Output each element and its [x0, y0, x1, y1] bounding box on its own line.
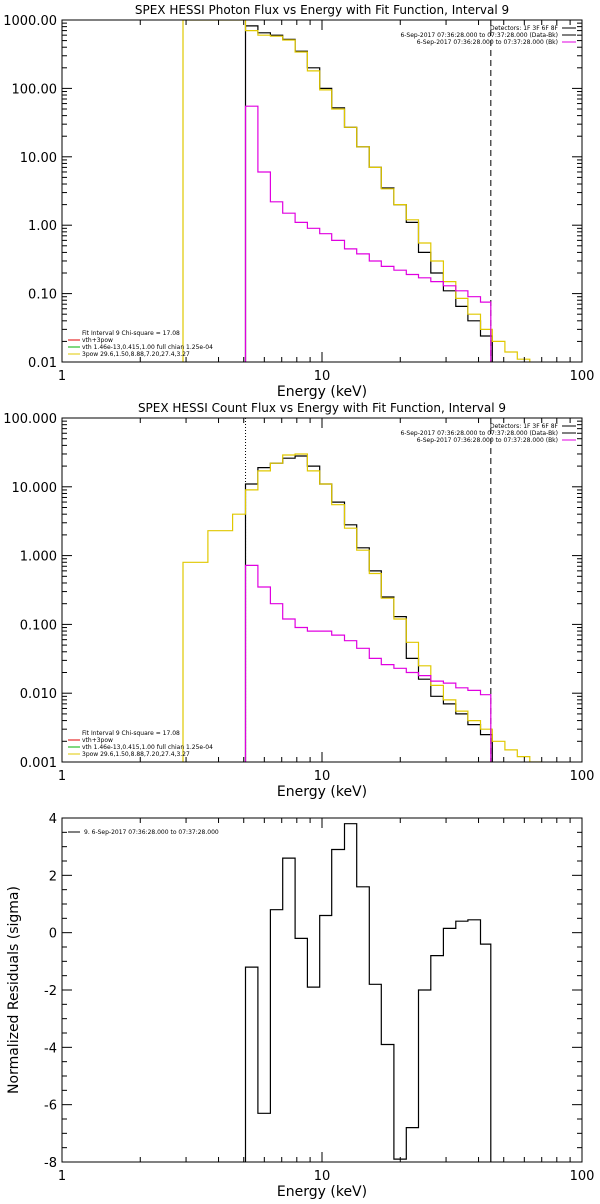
- series-group: [244, 823, 492, 1162]
- legend-entry: 6-Sep-2017 07:36:28.000 to 07:37:28.000 …: [417, 39, 558, 46]
- series-line-1: [244, 823, 492, 1162]
- y-tick-label: 0.001: [20, 756, 57, 771]
- x-tick-label: 10: [314, 369, 331, 384]
- y-tick-label: 0.01: [28, 356, 57, 371]
- y-tick-label: 100.000: [3, 412, 57, 427]
- x-axis-label: Energy (keV): [277, 1184, 367, 1200]
- plot-frame: [61, 817, 583, 1163]
- legend-entry: 3pow 29.6,1.50,8.88,7.20,27.4,3.27: [82, 751, 190, 758]
- chart-title: SPEX HESSI Photon Flux vs Energy with Fi…: [135, 3, 509, 17]
- y-tick-label: -4: [44, 1041, 57, 1056]
- x-axis-label: Energy (keV): [277, 384, 367, 400]
- plot-frame: [61, 19, 583, 363]
- series-group: [182, 20, 531, 362]
- legend-entry: vth+3pow: [82, 337, 113, 344]
- y-tick-label: 0.10: [28, 288, 57, 303]
- legend-entry: vth 1.46e-13,0.415,1.00 full chian 1.25e…: [82, 344, 213, 351]
- series-line-1: [244, 25, 493, 362]
- legend-entry: Fit Interval 9 Chi-square = 17.08: [82, 730, 180, 737]
- legend-entry: Fit Interval 9 Chi-square = 17.08: [82, 330, 180, 337]
- chart-panel-2: SPEX HESSI Count Flux vs Energy with Fit…: [3, 401, 594, 800]
- legend-entry: Detectors: 1F 3F 6F 8F: [490, 423, 559, 430]
- x-tick-label: 1: [58, 769, 66, 784]
- y-tick-label: 0.100: [20, 618, 57, 633]
- series-line-2: [182, 20, 531, 362]
- y-tick-label: -8: [44, 1156, 57, 1171]
- y-tick-label: 0.010: [20, 687, 57, 702]
- legend-entry: 6-Sep-2017 07:36:28.000 to 07:37:28.000 …: [417, 437, 558, 444]
- legend-entry: 6-Sep-2017 07:36:28.000 to 07:37:28.000 …: [400, 430, 558, 437]
- y-tick-label: 10.00: [20, 151, 57, 166]
- x-tick-label: 100: [570, 769, 595, 784]
- legend-entry: vth+3pow: [82, 737, 113, 744]
- y-tick-label: 100.00: [12, 82, 58, 97]
- y-tick-label: 2: [49, 869, 57, 884]
- x-tick-label: 100: [570, 1169, 595, 1184]
- plot-frame: [61, 417, 583, 763]
- series-line-3: [244, 564, 492, 762]
- series-line-2: [182, 453, 543, 762]
- legend-entry: 6-Sep-2017 07:36:28.000 to 07:37:28.000 …: [400, 32, 558, 39]
- legend-entry: 3pow 29.6,1.50,8.88,7.20,27.4,3.27: [82, 351, 190, 358]
- chart-title: SPEX HESSI Count Flux vs Energy with Fit…: [138, 401, 506, 415]
- y-tick-label: 1.00: [28, 219, 57, 234]
- legend-entry: 9. 6-Sep-2017 07:36:28.000 to 07:37:28.0…: [84, 829, 219, 836]
- y-tick-label: 1000.00: [3, 14, 57, 29]
- y-tick-label: 10.000: [12, 481, 58, 496]
- x-tick-label: 1: [58, 369, 66, 384]
- y-tick-label: -2: [44, 984, 57, 999]
- x-axis-label: Energy (keV): [277, 784, 367, 800]
- x-tick-label: 1: [58, 1169, 66, 1184]
- legend-entry: Detectors: 1F 3F 6F 8F: [490, 25, 559, 32]
- y-axis-label: Normalized Residuals (sigma): [6, 886, 22, 1094]
- y-tick-label: 4: [49, 812, 57, 827]
- series-group: [182, 453, 543, 762]
- y-tick-label: 0: [49, 927, 57, 942]
- y-tick-label: 1.000: [20, 550, 57, 565]
- y-tick-label: -6: [44, 1099, 57, 1114]
- chart-panel-3: 1 10 100 Energy (keV) -8 -6 -4 -2 0 2 4 Normalized …: [6, 812, 594, 1200]
- x-tick-label: 10: [314, 1169, 331, 1184]
- series-line-3: [244, 105, 492, 362]
- x-tick-label: 100: [570, 369, 595, 384]
- x-tick-label: 10: [314, 769, 331, 784]
- legend-entry: vth 1.46e-13,0.415,1.00 full chian 1.25e…: [82, 744, 213, 751]
- chart-panel-1: SPEX HESSI Photon Flux vs Energy with Fi…: [3, 3, 594, 400]
